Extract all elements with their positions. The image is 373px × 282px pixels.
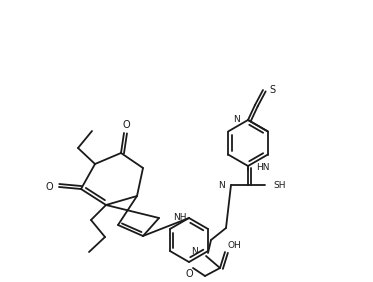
Text: O: O [45,182,53,192]
Text: HN: HN [256,164,270,173]
Text: N: N [218,180,225,190]
Text: NH: NH [173,213,186,221]
Text: OH: OH [227,241,241,250]
Text: O: O [185,269,193,279]
Text: SH: SH [273,180,285,190]
Text: N: N [233,116,240,124]
Text: O: O [122,120,130,130]
Text: N: N [191,248,198,257]
Text: S: S [269,85,275,95]
